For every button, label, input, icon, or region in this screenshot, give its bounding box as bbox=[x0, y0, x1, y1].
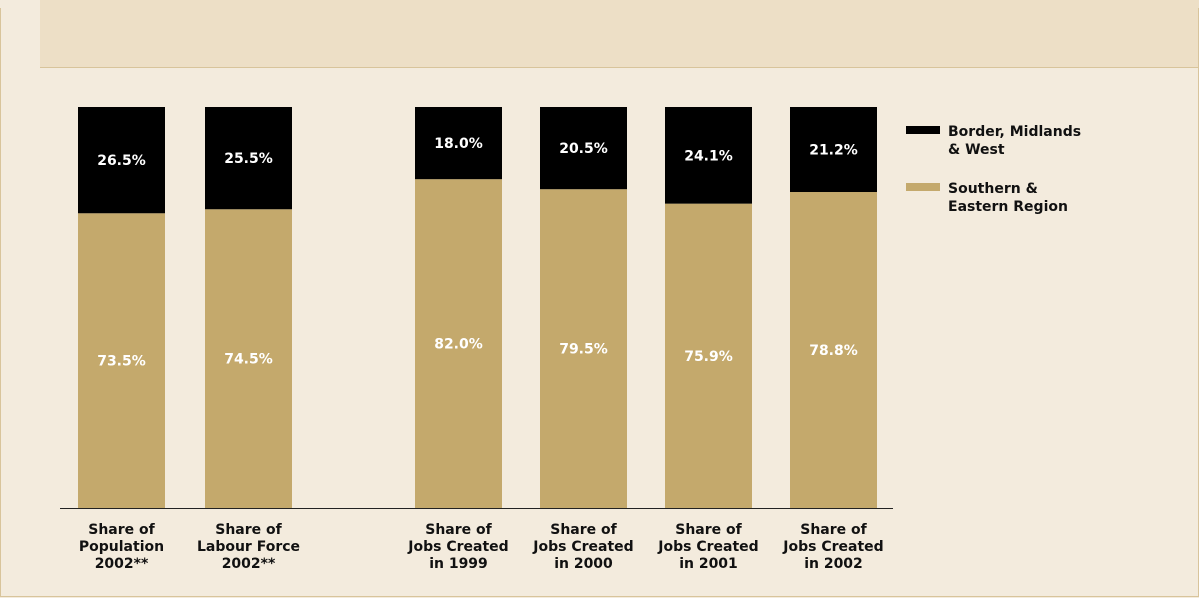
data-label-ser: 73.5% bbox=[97, 354, 146, 370]
data-label-bmw: 18.0% bbox=[434, 136, 483, 152]
category-label-line: Jobs Created bbox=[657, 539, 758, 555]
category-label-line: Jobs Created bbox=[532, 539, 633, 555]
legend-label: Border, Midlands & West bbox=[948, 124, 1081, 158]
bar-border-midlands-west bbox=[415, 107, 502, 180]
category-label: Share of Jobs Created in 2002 bbox=[782, 522, 883, 572]
category-label-line: 2002** bbox=[95, 556, 149, 572]
category-label-line: in 2001 bbox=[679, 556, 738, 572]
bar-border-midlands-west bbox=[540, 107, 627, 190]
data-label-ser: 75.9% bbox=[684, 349, 733, 365]
legend-label: Southern & Eastern Region bbox=[948, 181, 1068, 215]
category-label-line: Share of bbox=[425, 522, 492, 538]
legend-label-line: Border, Midlands bbox=[948, 124, 1081, 140]
category-label: Share of Labour Force 2002** bbox=[197, 522, 300, 572]
category-label-line: Jobs Created bbox=[782, 539, 883, 555]
bar-border-midlands-west bbox=[78, 107, 165, 214]
category-label-line: Jobs Created bbox=[407, 539, 508, 555]
bar-border-midlands-west bbox=[205, 107, 292, 210]
legend-swatch bbox=[906, 126, 940, 134]
legend-swatch bbox=[906, 183, 940, 191]
bar-border-midlands-west bbox=[665, 107, 752, 204]
data-label-ser: 78.8% bbox=[809, 343, 858, 359]
legend-label-line: Southern & bbox=[948, 181, 1038, 197]
bar-southern-eastern bbox=[540, 189, 627, 508]
category-label-line: Share of bbox=[88, 522, 155, 538]
category-label-line: Share of bbox=[215, 522, 282, 538]
category-label: Share of Jobs Created in 1999 bbox=[407, 522, 508, 572]
data-label-bmw: 20.5% bbox=[559, 141, 608, 157]
category-label-line: Labour Force bbox=[197, 539, 300, 555]
bar-southern-eastern bbox=[790, 192, 877, 508]
category-label-line: in 1999 bbox=[429, 556, 488, 572]
legend-label-line: Eastern Region bbox=[948, 199, 1068, 215]
bar-southern-eastern bbox=[205, 209, 292, 508]
category-label-line: Population bbox=[79, 539, 164, 555]
category-label: Share of Population 2002** bbox=[79, 522, 164, 572]
bar-southern-eastern bbox=[665, 203, 752, 509]
bar-southern-eastern bbox=[415, 179, 502, 508]
category-label-line: 2002** bbox=[222, 556, 276, 572]
header-band bbox=[40, 0, 1199, 68]
data-label-bmw: 24.1% bbox=[684, 148, 733, 164]
data-label-ser: 79.5% bbox=[559, 342, 608, 358]
data-label-bmw: 26.5% bbox=[97, 153, 146, 169]
data-label-bmw: 25.5% bbox=[224, 151, 273, 167]
category-label-line: Share of bbox=[550, 522, 617, 538]
category-label: Share of Jobs Created in 2001 bbox=[657, 522, 758, 572]
category-label-line: in 2000 bbox=[554, 556, 613, 572]
legend-label-line: & West bbox=[948, 142, 1005, 158]
bar-border-midlands-west bbox=[790, 107, 877, 193]
data-label-ser: 74.5% bbox=[224, 352, 273, 368]
category-label-line: in 2002 bbox=[804, 556, 863, 572]
data-label-bmw: 21.2% bbox=[809, 143, 858, 159]
category-label-line: Share of bbox=[800, 522, 867, 538]
category-label-line: Share of bbox=[675, 522, 742, 538]
data-label-ser: 82.0% bbox=[434, 337, 483, 353]
bar-southern-eastern bbox=[78, 213, 165, 508]
category-label: Share of Jobs Created in 2000 bbox=[532, 522, 633, 572]
